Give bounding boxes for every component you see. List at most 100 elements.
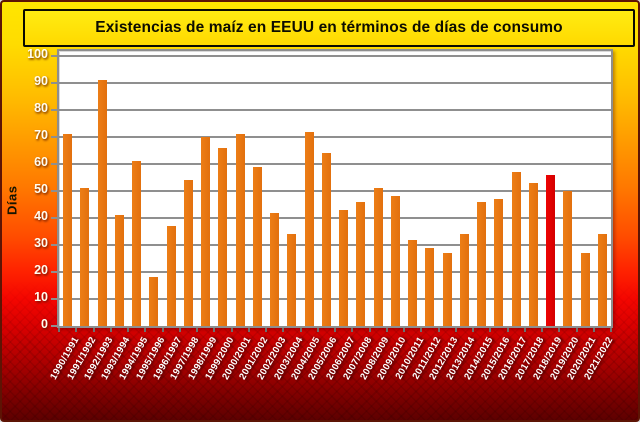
y-tick-label-70: 70 (34, 128, 48, 142)
grid-line-30 (59, 244, 611, 246)
y-tick-mark (51, 109, 57, 111)
grid-line-90 (59, 82, 611, 84)
x-tick-mark (506, 328, 509, 332)
grid-line-20 (59, 271, 611, 273)
x-tick-mark (575, 328, 578, 332)
x-tick-mark (385, 328, 388, 332)
y-tick-label-60: 60 (34, 155, 48, 169)
bar-1991-1992 (80, 188, 90, 326)
grid-line-60 (59, 163, 611, 165)
chart-plot-area (57, 49, 613, 328)
bar-2003-2004 (287, 234, 297, 326)
x-tick-mark (403, 328, 405, 332)
x-tick-mark (127, 328, 129, 332)
bar-1998-1999 (201, 137, 211, 326)
x-tick-mark (489, 328, 492, 332)
bar-2008-2009 (373, 188, 383, 326)
x-tick-mark (420, 328, 423, 332)
bar-2020-2021 (580, 253, 590, 326)
bar-1997-1998 (183, 180, 193, 326)
bar-2019-2020 (563, 191, 573, 326)
grid-line-10 (59, 298, 611, 300)
y-tick-mark (51, 82, 57, 84)
bar-2015-2016 (494, 199, 504, 326)
x-tick-mark (58, 328, 60, 332)
y-tick-label-50: 50 (34, 182, 48, 196)
grid-line-80 (59, 109, 611, 111)
x-tick-mark (282, 328, 285, 332)
y-tick-label-20: 20 (34, 263, 48, 277)
x-tick-mark (75, 328, 78, 332)
x-tick-mark (523, 328, 526, 332)
bar-2013-2014 (459, 234, 469, 326)
bar-2009-2010 (390, 196, 400, 326)
bar-2011-2012 (425, 247, 435, 326)
bar-2006-2007 (339, 209, 349, 326)
x-tick-mark (558, 328, 561, 332)
bar-2004-2005 (304, 131, 314, 326)
x-tick-mark (161, 328, 164, 332)
y-tick-mark (51, 190, 57, 192)
grid-line-40 (59, 217, 611, 219)
x-tick-mark (299, 328, 302, 332)
bar-2002-2003 (270, 212, 280, 326)
bar-2016-2017 (511, 172, 521, 326)
x-tick-mark (92, 328, 95, 332)
y-tick-label-40: 40 (34, 209, 48, 223)
bar-2007-2008 (356, 201, 366, 326)
x-tick-mark (213, 328, 216, 332)
chart-title-box: Existencias de maíz en EEUU en términos … (23, 9, 635, 47)
grid-line-50 (59, 190, 611, 192)
bar-1996-1997 (166, 226, 176, 326)
grid-line-70 (59, 136, 611, 138)
x-tick-mark (472, 328, 474, 332)
bar-2012-2013 (442, 253, 452, 326)
y-tick-label-0: 0 (41, 317, 48, 331)
bar-2010-2011 (408, 239, 418, 326)
y-tick-mark (51, 298, 57, 300)
y-tick-mark (51, 325, 57, 327)
y-tick-mark (51, 271, 57, 273)
grid-line-100 (59, 55, 611, 57)
bar-2000-2001 (235, 134, 245, 326)
bar-1999-2000 (218, 147, 228, 326)
x-tick-mark (196, 328, 198, 332)
x-tick-mark (265, 328, 267, 332)
bar-2001-2002 (252, 166, 262, 326)
bar-2021-2022 (597, 234, 607, 326)
bar-2017-2018 (528, 182, 538, 326)
x-tick-mark (109, 328, 112, 332)
chart-title: Existencias de maíz en EEUU en términos … (95, 19, 563, 36)
bar-1990-1991 (63, 134, 73, 326)
bar-2005-2006 (321, 153, 331, 326)
x-tick-mark (178, 328, 181, 332)
bar-2018-2019 (546, 174, 556, 326)
bar-1994-1995 (132, 161, 142, 326)
x-tick-mark (334, 328, 336, 332)
bar-1993-1994 (114, 215, 124, 326)
y-tick-mark (51, 136, 57, 138)
y-tick-label-30: 30 (34, 236, 48, 250)
x-tick-mark (592, 328, 595, 332)
x-tick-mark (351, 328, 354, 332)
x-tick-mark (541, 328, 543, 332)
y-tick-mark (51, 163, 57, 165)
y-tick-mark (51, 55, 57, 57)
bar-2014-2015 (477, 201, 487, 326)
y-tick-label-90: 90 (34, 74, 48, 88)
x-tick-mark (454, 328, 457, 332)
y-tick-mark (51, 244, 57, 246)
y-tick-mark (51, 217, 57, 219)
bar-1992-1993 (97, 80, 107, 326)
x-tick-mark (247, 328, 250, 332)
y-tick-label-80: 80 (34, 101, 48, 115)
x-tick-mark (316, 328, 319, 332)
y-tick-label-100: 100 (27, 47, 48, 61)
y-tick-label-10: 10 (34, 290, 48, 304)
x-tick-mark (437, 328, 440, 332)
x-tick-mark (144, 328, 147, 332)
x-tick-mark (230, 328, 233, 332)
x-tick-mark (610, 328, 612, 332)
bar-1995-1996 (149, 277, 159, 326)
